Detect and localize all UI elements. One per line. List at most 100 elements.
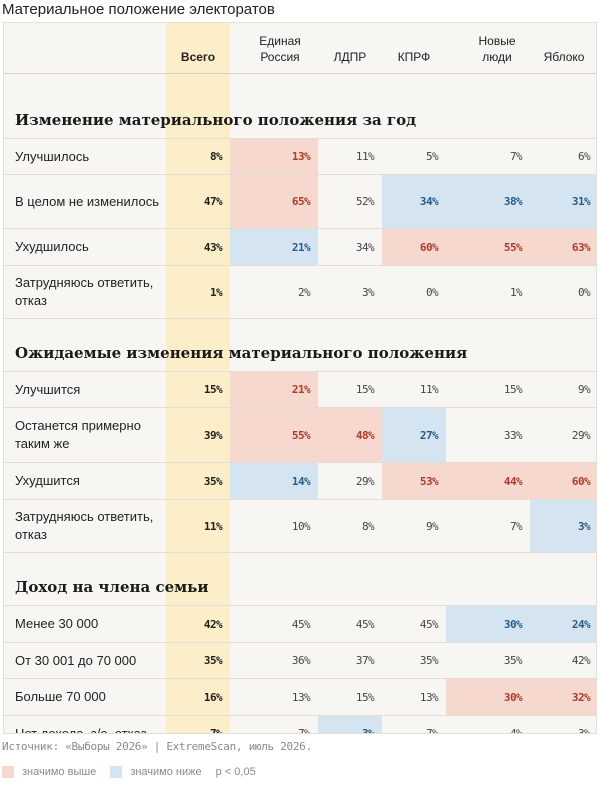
data-cell: 8% <box>209 150 223 163</box>
data-cell: 27% <box>382 408 446 462</box>
row-label: От 30 001 до 70 000 <box>15 652 137 668</box>
data-cell: 2% <box>297 285 311 299</box>
data-cell: 29% <box>571 428 591 442</box>
data-cell: 63% <box>530 229 596 265</box>
column-header: Яблоко <box>543 50 585 64</box>
data-cell: 9% <box>577 383 591 396</box>
row-label: Затрудняюсь ответить, отказ <box>15 509 154 542</box>
data-cell: 38% <box>446 175 530 228</box>
data-cell: 33% <box>503 428 523 442</box>
data-cell: 42% <box>571 654 591 667</box>
data-cell: 7% <box>297 727 311 734</box>
data-cell: 7% <box>425 727 439 734</box>
data-cell: 3% <box>318 716 382 733</box>
data-cell: 34% <box>355 240 375 254</box>
results-table: Всего Единая Россия ЛДПР КПРФ Новые люди Яблоко… <box>3 22 597 734</box>
data-cell: 35% <box>203 474 223 488</box>
page-title: Материальное положение электоратов <box>2 1 275 18</box>
data-cell: 21% <box>230 372 318 407</box>
data-cell: 3% <box>577 727 591 734</box>
section-title-text: Доход на члена семьи <box>15 578 209 596</box>
data-cell: 1% <box>209 285 223 299</box>
section-title: Изменение материального положения за год <box>4 74 596 139</box>
data-cell: 55% <box>446 229 530 265</box>
row-label: Нет дохода, з/о, отказ <box>15 725 147 734</box>
data-cell: 15% <box>203 383 223 396</box>
data-cell: 14% <box>230 463 318 499</box>
row-label: Ухудшилось <box>15 239 89 254</box>
row-label: Менее 30 000 <box>15 616 99 631</box>
data-cell: 15% <box>355 690 375 704</box>
section-title: Ожидаемые изменения материального положе… <box>4 319 596 372</box>
data-cell: 39% <box>203 428 223 442</box>
data-cell: 47% <box>203 195 223 208</box>
data-cell: 13% <box>291 690 311 704</box>
data-cell: 29% <box>355 474 375 488</box>
total-column-highlight <box>166 23 230 733</box>
data-cell: 35% <box>203 654 223 667</box>
data-cell: 10% <box>291 519 311 533</box>
data-cell: 37% <box>355 654 375 667</box>
data-cell: 3% <box>361 285 375 299</box>
table-row: Улучшилось 8% 13% 11% 5% 7% 6% <box>4 139 596 175</box>
data-cell: 60% <box>530 463 596 499</box>
data-cell: 6% <box>577 150 591 163</box>
data-cell: 13% <box>230 139 318 174</box>
data-cell: 60% <box>382 229 446 265</box>
data-cell: 30% <box>446 606 530 642</box>
legend-lower-label: значимо ниже <box>130 766 202 778</box>
data-cell: 35% <box>503 654 523 667</box>
data-cell: 43% <box>203 240 223 254</box>
data-cell: 7% <box>509 150 523 163</box>
table-row: Ухудшится 35% 14% 29% 53% 44% 60% <box>4 463 596 500</box>
row-label: В целом не изменилось <box>15 193 159 209</box>
row-label: Улучшится <box>15 381 81 397</box>
data-cell: 11% <box>203 519 223 533</box>
data-cell: 53% <box>382 463 446 499</box>
table-row: Больше 70 000 16% 13% 15% 13% 30% 32% <box>4 679 596 716</box>
row-label: Больше 70 000 <box>15 689 106 704</box>
data-cell: 16% <box>203 690 223 704</box>
data-cell: 5% <box>425 150 439 163</box>
table-row: От 30 001 до 70 000 35% 36% 37% 35% 35% 42% <box>4 643 596 679</box>
data-cell: 4% <box>509 727 523 734</box>
table-row: В целом не изменилось 47% 65% 52% 34% 38% 31% <box>4 175 596 229</box>
table-row: Улучшится 15% 21% 15% 11% 15% 9% <box>4 372 596 408</box>
table-row: Останется примерно таким же 39% 55% 48% 27% 3… <box>4 408 596 463</box>
data-cell: 65% <box>230 175 318 228</box>
data-cell: 0% <box>425 285 439 299</box>
data-cell: 3% <box>530 500 596 552</box>
section-title-text: Ожидаемые изменения материального положе… <box>15 344 468 362</box>
data-cell: 36% <box>291 654 311 667</box>
data-cell: 11% <box>419 383 439 396</box>
column-header: Новые люди <box>478 34 516 64</box>
data-cell: 34% <box>382 175 446 228</box>
data-cell: 0% <box>577 285 591 299</box>
data-cell: 45% <box>355 617 375 631</box>
data-cell: 15% <box>355 383 375 396</box>
table-row: Ухудшилось 43% 21% 34% 60% 55% 63% <box>4 229 596 266</box>
data-cell: 21% <box>230 229 318 265</box>
data-cell: 42% <box>203 617 223 631</box>
table-row: Затрудняюсь ответить, отказ 11% 10% 8% 9% 7% 3… <box>4 500 596 553</box>
legend-lower-swatch <box>110 766 123 778</box>
section-title-text: Изменение материального положения за год <box>15 111 417 129</box>
data-cell: 13% <box>419 690 439 704</box>
column-header: ЛДПР <box>333 50 367 64</box>
section-title: Доход на члена семьи <box>4 553 596 606</box>
legend-higher-label: значимо выше <box>22 766 97 778</box>
data-cell: 45% <box>419 617 439 631</box>
column-header: Единая Россия <box>259 34 301 64</box>
data-cell: 35% <box>419 654 439 667</box>
data-cell: 48% <box>318 408 382 462</box>
data-cell: 55% <box>230 408 318 462</box>
legend-higher-swatch <box>2 766 14 778</box>
table-header: Всего Единая Россия ЛДПР КПРФ Новые люди Яблоко <box>4 23 596 74</box>
data-cell: 52% <box>355 195 375 208</box>
data-cell: 8% <box>361 519 375 533</box>
column-header: КПРФ <box>397 50 431 64</box>
column-header: Всего <box>180 50 216 64</box>
row-label: Затрудняюсь ответить, отказ <box>15 275 154 308</box>
data-cell: 32% <box>530 679 596 715</box>
row-label: Улучшилось <box>15 148 90 164</box>
